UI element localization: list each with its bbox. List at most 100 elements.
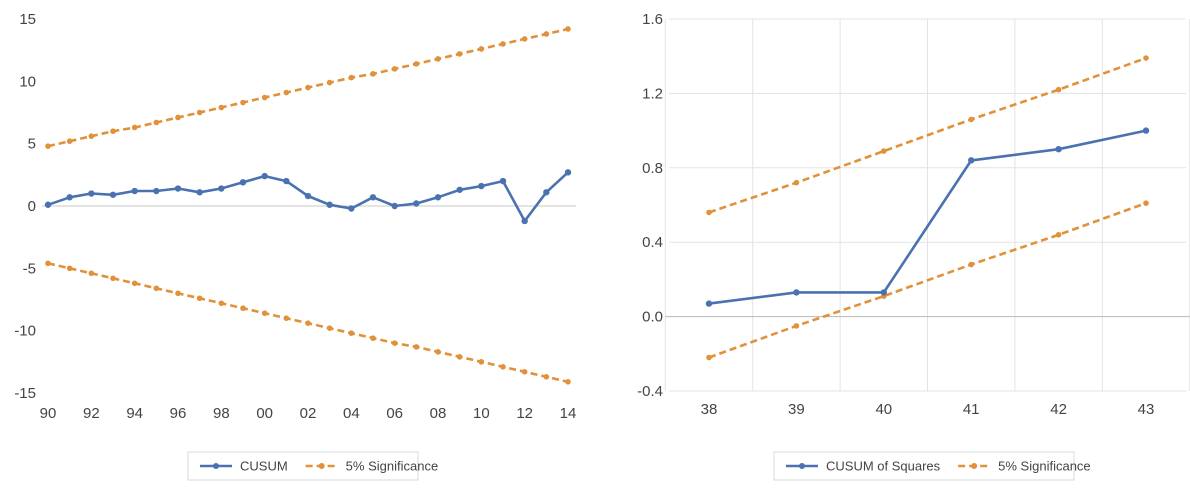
- series-point: [239, 179, 247, 186]
- series-point: [793, 323, 800, 329]
- y-tick-label: -5: [23, 260, 36, 277]
- legend-swatch-marker: [971, 463, 978, 469]
- series-point: [706, 354, 712, 361]
- x-tick-label: 14: [560, 405, 577, 422]
- series-point: [326, 325, 333, 331]
- series-point: [348, 74, 355, 81]
- series-point: [196, 189, 203, 196]
- y-tick-label: 0: [28, 198, 36, 215]
- series-point: [706, 209, 712, 216]
- legend-label: CUSUM of Squares: [826, 459, 941, 474]
- series-point: [499, 177, 507, 185]
- series-point: [456, 186, 463, 193]
- series-point: [305, 320, 311, 326]
- series-point: [218, 185, 225, 192]
- series-point: [326, 79, 333, 86]
- series-point: [88, 190, 95, 197]
- series-point: [283, 315, 290, 322]
- series-point: [456, 354, 463, 360]
- series-point: [88, 270, 95, 277]
- series-point: [283, 89, 290, 96]
- series-point: [153, 119, 160, 126]
- y-tick-label: -10: [14, 323, 36, 340]
- x-tick-label: 12: [516, 405, 533, 422]
- y-tick-label: 0.8: [642, 160, 663, 177]
- series-point: [88, 133, 95, 139]
- series-point: [109, 191, 117, 198]
- x-tick-label: 10: [473, 405, 490, 422]
- series-point: [305, 84, 311, 91]
- y-tick-label: 0.4: [642, 234, 663, 251]
- y-tick-label: 1.2: [642, 85, 663, 102]
- series-point: [110, 275, 116, 282]
- series-point: [1055, 231, 1062, 238]
- series-point: [793, 179, 800, 186]
- series-point: [131, 280, 138, 287]
- series-point: [1142, 127, 1150, 134]
- series-point: [500, 41, 506, 47]
- x-tick-label: 96: [170, 405, 187, 422]
- x-tick-label: 00: [256, 405, 273, 422]
- series-point: [370, 71, 376, 77]
- series-point: [434, 194, 442, 201]
- y-tick-label: 0.0: [642, 309, 663, 326]
- series-point: [153, 285, 160, 292]
- x-tick-label: 04: [343, 405, 360, 422]
- series-point: [435, 56, 441, 62]
- series-point: [793, 289, 800, 296]
- x-tick-label: 40: [875, 401, 892, 418]
- series-line-significance: [708, 201, 1147, 359]
- series-point: [283, 177, 290, 185]
- series-point: [543, 31, 550, 37]
- x-tick-label: 08: [430, 405, 447, 422]
- series-point: [521, 369, 528, 375]
- series-point: [391, 66, 398, 72]
- y-tick-label: 5: [28, 136, 36, 153]
- series-point: [880, 289, 887, 296]
- series-point: [44, 201, 52, 208]
- series-point: [153, 187, 160, 195]
- series-point: [968, 157, 975, 164]
- series-point: [240, 99, 246, 106]
- series-point: [196, 109, 203, 116]
- series-point: [391, 340, 398, 346]
- series-point: [435, 349, 441, 355]
- y-tick-label: 1.6: [642, 11, 663, 28]
- series-point: [705, 300, 713, 307]
- series-point: [521, 36, 528, 42]
- series-point: [413, 61, 420, 67]
- legend: CUSUM of Squares 5% Significance: [773, 451, 1091, 481]
- series-point: [1143, 200, 1149, 206]
- y-tick-label: 15: [19, 11, 36, 28]
- series-point: [413, 200, 420, 207]
- series-point: [369, 194, 377, 201]
- series-point: [326, 201, 333, 208]
- series-point: [565, 26, 571, 32]
- x-tick-label: 42: [1050, 401, 1067, 418]
- series-point: [1055, 146, 1062, 153]
- series-point: [348, 205, 355, 212]
- series-point: [261, 172, 268, 180]
- series-point: [66, 265, 73, 272]
- chart-2: 1.6 1.2 0.8 0.4 0.0 -0.4 38 39 40 41 42 43 CUSUM of …: [637, 11, 1190, 481]
- series-point: [543, 189, 550, 196]
- series-point: [175, 290, 181, 297]
- series-point: [131, 187, 138, 195]
- series-point: [1055, 86, 1062, 93]
- legend-swatch-marker: [799, 463, 805, 469]
- y-tick-label: -15: [14, 385, 36, 402]
- x-tick-label: 38: [701, 401, 718, 418]
- series-point: [500, 364, 506, 370]
- series-point: [456, 51, 463, 57]
- series-point: [478, 359, 485, 365]
- series-point: [1143, 55, 1149, 61]
- series-point: [565, 378, 571, 385]
- series-point: [174, 185, 182, 192]
- x-tick-label: 43: [1138, 401, 1155, 418]
- legend-swatch-marker: [318, 463, 325, 469]
- series-point: [543, 373, 550, 380]
- series-point: [66, 194, 73, 201]
- legend-box: [773, 451, 1075, 481]
